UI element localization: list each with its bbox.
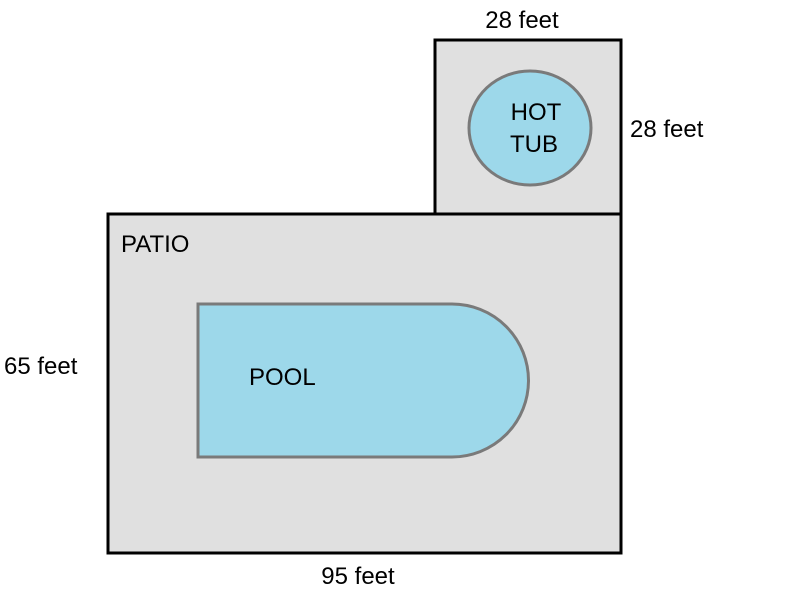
patio-height-label: 65 feet [4,353,78,380]
hot-tub-height-label: 28 feet [630,116,704,143]
hot-tub-circle [467,69,593,187]
hot-tub-width-label: 28 feet [485,7,559,34]
pool-label: POOL [249,364,316,391]
hot-tub-label-line2: TUB [510,131,558,158]
pool-shape [196,302,530,459]
patio-label: PATIO [121,231,189,258]
hot-tub-label-line1: HOT [511,99,562,126]
patio-width-label: 95 feet [321,563,395,590]
